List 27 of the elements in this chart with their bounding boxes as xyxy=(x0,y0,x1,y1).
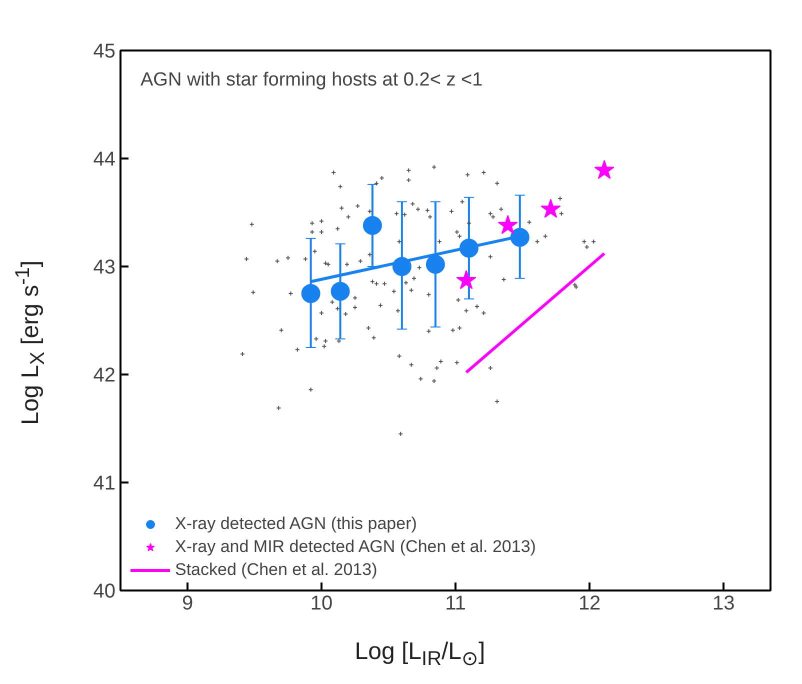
x-tick-label: 9 xyxy=(182,592,194,614)
text: AGN with star forming hosts at 0.2< z <1 xyxy=(140,70,483,90)
y-tick-label: 44 xyxy=(93,148,116,170)
point xyxy=(498,214,518,234)
x-tick-label: 13 xyxy=(712,592,735,614)
y-tick-label: 42 xyxy=(93,364,116,386)
y-tick-label: 41 xyxy=(93,472,116,494)
point xyxy=(301,284,320,303)
x-axis-title: Log [L$_{IR}$/L$_{⊙}$] xyxy=(354,637,486,672)
point xyxy=(594,160,614,179)
point xyxy=(456,270,476,290)
legend-label: Stacked (Chen et al. 2013) xyxy=(175,560,378,580)
point xyxy=(392,257,412,276)
legend-label: X-ray and MIR detected AGN (Chen et al. 2013) xyxy=(175,537,536,557)
point xyxy=(362,216,382,235)
x-tick-label: 11 xyxy=(445,592,466,614)
point xyxy=(426,254,445,274)
y-tick-label: 45 xyxy=(93,40,116,62)
y-tick-label: 43 xyxy=(93,256,116,278)
legend-label: X-ray detected AGN (this paper) xyxy=(175,514,417,534)
point xyxy=(540,198,561,218)
x-tick-label: 10 xyxy=(310,592,333,614)
y-tick-label: 40 xyxy=(93,580,116,602)
point xyxy=(459,238,478,258)
point xyxy=(330,282,350,301)
x-tick-label: 12 xyxy=(578,592,601,614)
point xyxy=(510,228,530,247)
